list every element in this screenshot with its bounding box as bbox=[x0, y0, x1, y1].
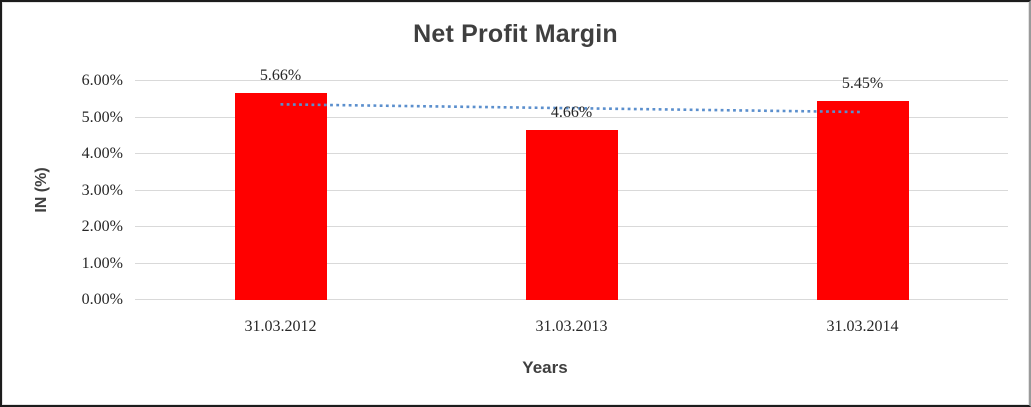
gridline bbox=[135, 80, 1008, 81]
y-tick-label: 1.00% bbox=[81, 254, 123, 272]
chart-title: Net Profit Margin bbox=[413, 20, 618, 48]
y-tick-label: 5.00% bbox=[81, 108, 123, 126]
bar bbox=[816, 101, 909, 300]
x-category-label: 31.03.2012 bbox=[244, 318, 317, 335]
bar-data-label: 4.66% bbox=[550, 103, 593, 121]
y-axis-tick-labels: 0.00% 1.00% 2.00% 3.00% 4.00% 5.00% 6.00% bbox=[2, 73, 123, 308]
y-tick-label: 2.00% bbox=[81, 218, 123, 235]
bar bbox=[525, 129, 618, 300]
x-category-label: 31.03.2014 bbox=[826, 318, 899, 335]
x-category-label: 31.03.2013 bbox=[535, 318, 608, 335]
bar bbox=[234, 93, 327, 300]
x-axis-category-labels: 31.03.2012 31.03.2013 31.03.2014 bbox=[135, 318, 1008, 340]
y-tick-label: 6.00% bbox=[81, 72, 123, 89]
bar-data-label: 5.45% bbox=[841, 75, 884, 93]
y-tick-label: 0.00% bbox=[81, 291, 123, 308]
x-axis-title: Years bbox=[522, 358, 568, 377]
y-tick-label: 3.00% bbox=[81, 181, 123, 199]
plot-area: 5.66% 4.66% 5.45% bbox=[135, 68, 1008, 300]
bar-data-label: 5.66% bbox=[259, 67, 302, 85]
gridline bbox=[135, 116, 1008, 118]
y-tick-label: 4.00% bbox=[81, 145, 123, 162]
